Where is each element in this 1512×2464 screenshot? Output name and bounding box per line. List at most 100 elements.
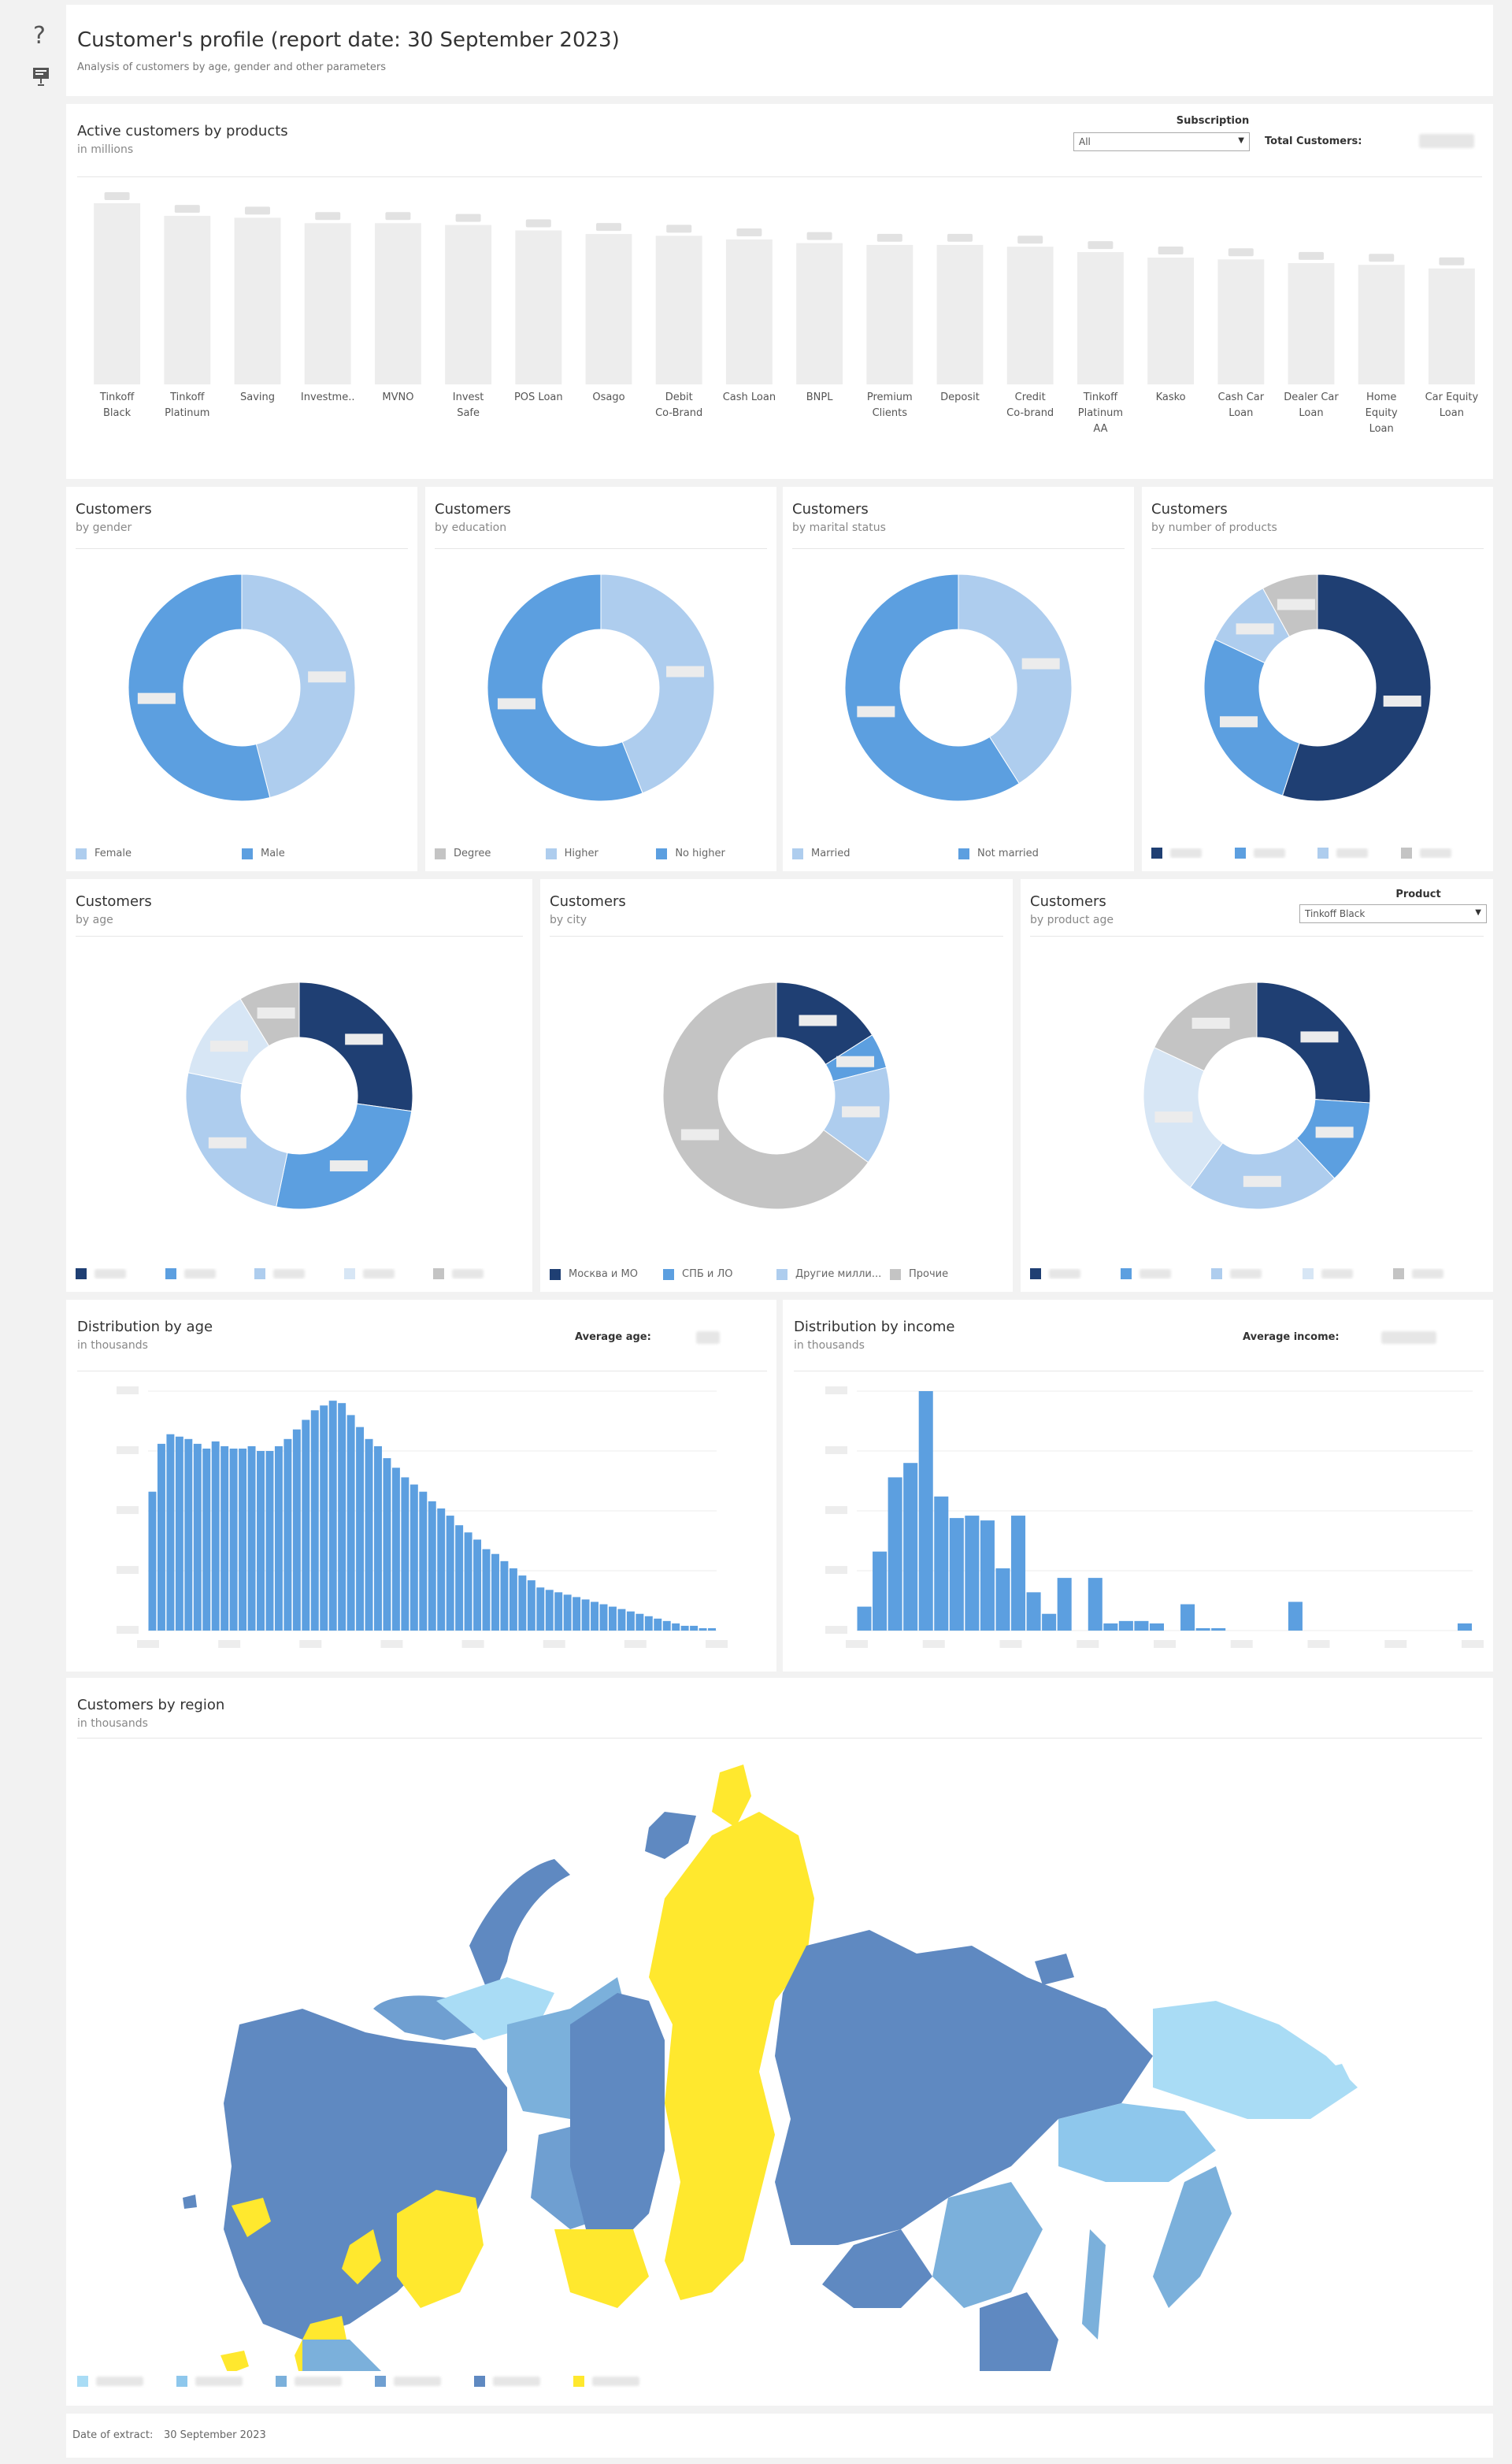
histogram-bar[interactable]: [391, 1468, 400, 1631]
histogram-bar[interactable]: [365, 1438, 373, 1631]
histogram-bar[interactable]: [934, 1496, 949, 1631]
histogram-bar[interactable]: [509, 1568, 517, 1631]
histogram-bar[interactable]: [1211, 1627, 1226, 1631]
region-legend-item[interactable]: [176, 2376, 276, 2387]
legend-item[interactable]: [433, 1268, 523, 1279]
histogram-bar[interactable]: [328, 1401, 337, 1631]
histogram-bar[interactable]: [193, 1443, 202, 1631]
legend-item[interactable]: [1121, 1268, 1211, 1279]
histogram-bar[interactable]: [1195, 1627, 1210, 1631]
legend-item[interactable]: [1151, 848, 1235, 859]
product-bar[interactable]: [796, 243, 843, 384]
product-bar[interactable]: [655, 236, 702, 384]
donut-slice[interactable]: [600, 573, 715, 794]
histogram-bar[interactable]: [1103, 1623, 1118, 1631]
legend-item[interactable]: [76, 1268, 165, 1279]
histogram-bar[interactable]: [229, 1448, 238, 1631]
donut-slice[interactable]: [1256, 982, 1371, 1104]
product-bar[interactable]: [1358, 265, 1405, 384]
donut-slice[interactable]: [1189, 1137, 1336, 1210]
legend-item[interactable]: [1302, 1268, 1393, 1279]
product-bar[interactable]: [1428, 268, 1475, 384]
histogram-bar[interactable]: [636, 1613, 644, 1631]
histogram-bar[interactable]: [310, 1410, 319, 1631]
histogram-bar[interactable]: [690, 1625, 699, 1631]
histogram-bar[interactable]: [220, 1445, 229, 1631]
legend-item[interactable]: Degree: [435, 848, 546, 859]
product-bar[interactable]: [1147, 258, 1195, 384]
donut-slice[interactable]: [844, 573, 1020, 802]
help-icon[interactable]: ?: [33, 22, 46, 50]
donut-slice[interactable]: [662, 982, 869, 1210]
histogram-bar[interactable]: [581, 1599, 590, 1631]
histogram-bar[interactable]: [320, 1405, 328, 1631]
legend-item[interactable]: Not married: [958, 848, 1125, 859]
donut-slice[interactable]: [487, 573, 643, 802]
region-legend-item[interactable]: [474, 2376, 573, 2387]
histogram-bar[interactable]: [500, 1560, 509, 1631]
histogram-bar[interactable]: [536, 1587, 545, 1631]
histogram-bar[interactable]: [437, 1508, 446, 1631]
histogram-bar[interactable]: [274, 1445, 283, 1631]
product-bar[interactable]: [1006, 247, 1054, 384]
region-legend-item[interactable]: [276, 2376, 375, 2387]
histogram-bar[interactable]: [699, 1627, 707, 1631]
histogram-bar[interactable]: [545, 1590, 554, 1631]
histogram-bar[interactable]: [374, 1445, 382, 1631]
legend-item[interactable]: [1211, 1268, 1302, 1279]
product-bar[interactable]: [866, 244, 914, 384]
russia-region-map[interactable]: [66, 1741, 1493, 2371]
histogram-bar[interactable]: [175, 1436, 183, 1631]
histogram-bar[interactable]: [148, 1491, 157, 1631]
histogram-bar[interactable]: [1457, 1623, 1472, 1631]
legend-item[interactable]: [1030, 1268, 1121, 1279]
donut-slice[interactable]: [128, 573, 271, 802]
histogram-bar[interactable]: [965, 1516, 980, 1631]
legend-item[interactable]: Married: [792, 848, 958, 859]
region-legend-item[interactable]: [375, 2376, 474, 2387]
product-bar[interactable]: [1288, 262, 1335, 384]
legend-item[interactable]: No higher: [656, 848, 767, 859]
histogram-bar[interactable]: [1088, 1578, 1102, 1631]
legend-item[interactable]: [1400, 848, 1484, 859]
histogram-bar[interactable]: [419, 1491, 428, 1631]
product-bar[interactable]: [234, 217, 281, 384]
histogram-bar[interactable]: [1149, 1623, 1164, 1631]
legend-item[interactable]: Другие милли...: [776, 1268, 890, 1280]
presentation-icon[interactable]: [32, 66, 50, 87]
region-legend-item[interactable]: [77, 2376, 176, 2387]
histogram-bar[interactable]: [491, 1553, 499, 1631]
histogram-bar[interactable]: [1288, 1601, 1303, 1631]
histogram-bar[interactable]: [1180, 1604, 1195, 1631]
histogram-bar[interactable]: [410, 1484, 418, 1631]
histogram-bar[interactable]: [338, 1403, 346, 1631]
histogram-bar[interactable]: [662, 1620, 671, 1631]
histogram-bar[interactable]: [518, 1575, 527, 1631]
histogram-bar[interactable]: [563, 1594, 572, 1631]
donut-slice[interactable]: [276, 1103, 413, 1210]
donut-slice[interactable]: [958, 573, 1073, 785]
histogram-bar[interactable]: [903, 1463, 918, 1631]
histogram-bar[interactable]: [708, 1627, 716, 1631]
product-bar[interactable]: [585, 234, 632, 384]
legend-item[interactable]: [254, 1268, 344, 1279]
subscription-dropdown[interactable]: All ▼: [1073, 132, 1250, 151]
product-bar[interactable]: [1217, 259, 1265, 384]
product-bar[interactable]: [94, 203, 141, 384]
product-bar[interactable]: [1077, 252, 1124, 384]
histogram-bar[interactable]: [247, 1445, 256, 1631]
histogram-bar[interactable]: [1134, 1620, 1149, 1631]
histogram-bar[interactable]: [166, 1434, 175, 1631]
legend-item[interactable]: [1392, 1268, 1484, 1279]
histogram-bar[interactable]: [401, 1477, 410, 1631]
histogram-bar[interactable]: [157, 1443, 165, 1631]
histogram-bar[interactable]: [554, 1592, 563, 1631]
product-bar[interactable]: [515, 230, 562, 385]
histogram-bar[interactable]: [265, 1451, 274, 1631]
histogram-bar[interactable]: [654, 1618, 662, 1631]
histogram-bar[interactable]: [873, 1551, 888, 1631]
histogram-bar[interactable]: [356, 1427, 365, 1631]
histogram-bar[interactable]: [591, 1601, 599, 1631]
product-bar[interactable]: [936, 244, 984, 384]
legend-item[interactable]: СПБ и ЛО: [663, 1268, 776, 1280]
